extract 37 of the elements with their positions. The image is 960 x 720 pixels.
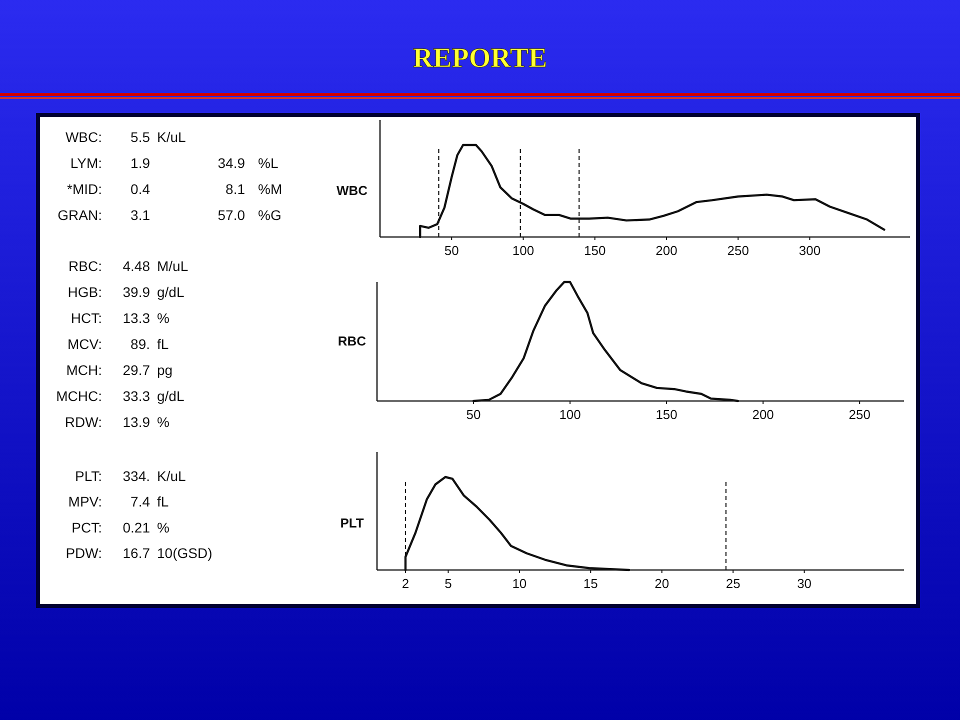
text: MCH: 29.7 pg <box>66 362 173 378</box>
text: RDW: 13.9 % <box>64 414 170 430</box>
x-tick-label: 200 <box>656 243 678 258</box>
x-tick-label: 250 <box>727 243 749 258</box>
x-tick-label: 2 <box>402 576 410 591</box>
text: PDW: 16.7 10(GSD) <box>66 545 212 562</box>
x-tick-label: 100 <box>512 243 534 258</box>
x-tick-label: 25 <box>726 576 740 591</box>
x-tick-label: 15 <box>583 576 598 591</box>
text: GRAN: 3.1 57.0 %G <box>58 207 282 223</box>
y-axis-title: WBC <box>336 183 368 198</box>
text: REPORTE <box>412 43 548 74</box>
x-tick-label: 250 <box>848 407 870 422</box>
x-tick-label: 200 <box>752 407 774 422</box>
text: MPV: 7.4 fL <box>68 494 169 510</box>
text: *MID: 0.4 8.1 %M <box>67 181 282 197</box>
x-tick-label: 150 <box>656 407 678 422</box>
x-tick-label: 150 <box>584 243 606 258</box>
text: HGB: 39.9 g/dL <box>68 284 184 300</box>
y-axis-title: RBC <box>338 334 367 348</box>
text: HCT: 13.3 % <box>70 310 170 326</box>
y-axis-title: PLT <box>340 516 364 530</box>
x-tick-label: 100 <box>559 407 581 422</box>
x-tick-label: 20 <box>654 576 670 591</box>
text: PLT: 334. K/uL <box>75 468 186 484</box>
x-tick-label: 10 <box>512 576 527 591</box>
x-tick-label: 5 <box>444 576 452 591</box>
x-tick-label: 50 <box>466 407 481 422</box>
text: WBC: 5.5 K/uL <box>65 129 186 145</box>
x-tick-label: 300 <box>798 243 821 258</box>
x-tick-label: 50 <box>444 243 459 258</box>
text: PCT: 0.21 % <box>72 519 170 536</box>
text: RBC: 4.48 M/uL <box>68 258 188 274</box>
text: LYM: 1.9 34.9 %L <box>70 155 278 171</box>
text: MCV: 89. fL <box>68 336 169 352</box>
x-tick-label: 30 <box>797 576 812 591</box>
text: MCHC: 33.3 g/dL <box>56 388 184 404</box>
